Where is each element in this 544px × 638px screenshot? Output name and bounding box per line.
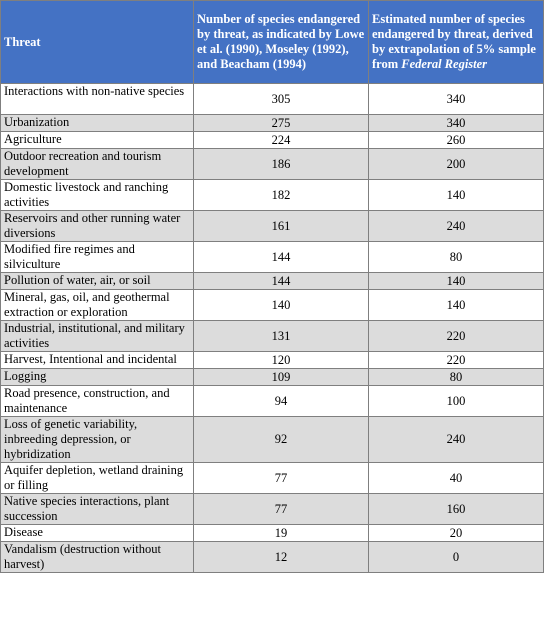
estimated-count-cell: 80 [368,368,544,386]
lowe-count-cell: 224 [193,131,369,149]
table-row: Logging 109 80 [0,368,544,386]
lowe-count-cell: 120 [193,351,369,369]
lowe-count-cell: 161 [193,210,369,242]
table-row: Mineral, gas, oil, and geothermal extrac… [0,289,544,321]
threat-cell: Agriculture [0,131,194,149]
estimated-count-cell: 100 [368,385,544,417]
threat-cell: Reservoirs and other running water diver… [0,210,194,242]
table-row: Agriculture 224 260 [0,131,544,149]
table-row: Loss of genetic variability, inbreeding … [0,416,544,463]
table-row: Domestic livestock and ranching activiti… [0,179,544,211]
threat-cell: Mineral, gas, oil, and geothermal extrac… [0,289,194,321]
threat-cell: Vandalism (destruction without harvest) [0,541,194,573]
lowe-count-cell: 305 [193,83,369,115]
header-estimated-count: Estimated number of species endangered b… [368,0,544,84]
header-federal-register: Federal Register [401,57,488,71]
threat-cell: Outdoor recreation and tourism developme… [0,148,194,180]
estimated-count-cell: 160 [368,493,544,525]
threat-cell: Industrial, institutional, and military … [0,320,194,352]
lowe-count-cell: 186 [193,148,369,180]
estimated-count-cell: 20 [368,524,544,542]
threat-cell: Harvest, Intentional and incidental [0,351,194,369]
estimated-count-cell: 340 [368,114,544,132]
estimated-count-cell: 40 [368,462,544,494]
estimated-count-cell: 140 [368,289,544,321]
lowe-count-cell: 144 [193,272,369,290]
threat-table: Threat Number of species endangered by t… [0,0,544,573]
estimated-count-cell: 80 [368,241,544,273]
header-row: Threat Number of species endangered by t… [0,0,544,84]
estimated-count-cell: 260 [368,131,544,149]
estimated-count-cell: 220 [368,351,544,369]
lowe-count-cell: 131 [193,320,369,352]
table-row: Harvest, Intentional and incidental 120 … [0,351,544,369]
threat-cell: Domestic livestock and ranching activiti… [0,179,194,211]
lowe-count-cell: 12 [193,541,369,573]
lowe-count-cell: 144 [193,241,369,273]
threat-cell: Modified fire regimes and silviculture [0,241,194,273]
threat-cell: Pollution of water, air, or soil [0,272,194,290]
estimated-count-cell: 140 [368,179,544,211]
estimated-count-cell: 140 [368,272,544,290]
lowe-count-cell: 92 [193,416,369,463]
lowe-count-cell: 77 [193,462,369,494]
table-row: Industrial, institutional, and military … [0,320,544,352]
lowe-count-cell: 77 [193,493,369,525]
lowe-count-cell: 140 [193,289,369,321]
header-threat: Threat [0,0,194,84]
table-row: Modified fire regimes and silviculture 1… [0,241,544,273]
table-row: Urbanization 275 340 [0,114,544,132]
lowe-count-cell: 275 [193,114,369,132]
lowe-count-cell: 182 [193,179,369,211]
threat-cell: Urbanization [0,114,194,132]
header-estimated-text: Estimated number of species endangered b… [372,12,536,71]
estimated-count-cell: 200 [368,148,544,180]
estimated-count-cell: 240 [368,416,544,463]
threat-cell: Interactions with non-native species [0,83,194,115]
table-row: Pollution of water, air, or soil 144 140 [0,272,544,290]
table-row: Reservoirs and other running water diver… [0,210,544,242]
table-row: Aquifer depletion, wetland draining or f… [0,462,544,494]
table-row: Road presence, construction, and mainten… [0,385,544,417]
table-row: Disease 19 20 [0,524,544,542]
lowe-count-cell: 94 [193,385,369,417]
threat-cell: Loss of genetic variability, inbreeding … [0,416,194,463]
threat-cell: Road presence, construction, and mainten… [0,385,194,417]
table-row: Native species interactions, plant succe… [0,493,544,525]
threat-cell: Logging [0,368,194,386]
header-lowe-count: Number of species endangered by threat, … [193,0,369,84]
lowe-count-cell: 19 [193,524,369,542]
estimated-count-cell: 220 [368,320,544,352]
threat-cell: Native species interactions, plant succe… [0,493,194,525]
threat-cell: Disease [0,524,194,542]
table-row: Vandalism (destruction without harvest) … [0,541,544,573]
estimated-count-cell: 240 [368,210,544,242]
estimated-count-cell: 0 [368,541,544,573]
table-row: Outdoor recreation and tourism developme… [0,148,544,180]
estimated-count-cell: 340 [368,83,544,115]
threat-cell: Aquifer depletion, wetland draining or f… [0,462,194,494]
table-row: Interactions with non-native species 305… [0,83,544,115]
lowe-count-cell: 109 [193,368,369,386]
